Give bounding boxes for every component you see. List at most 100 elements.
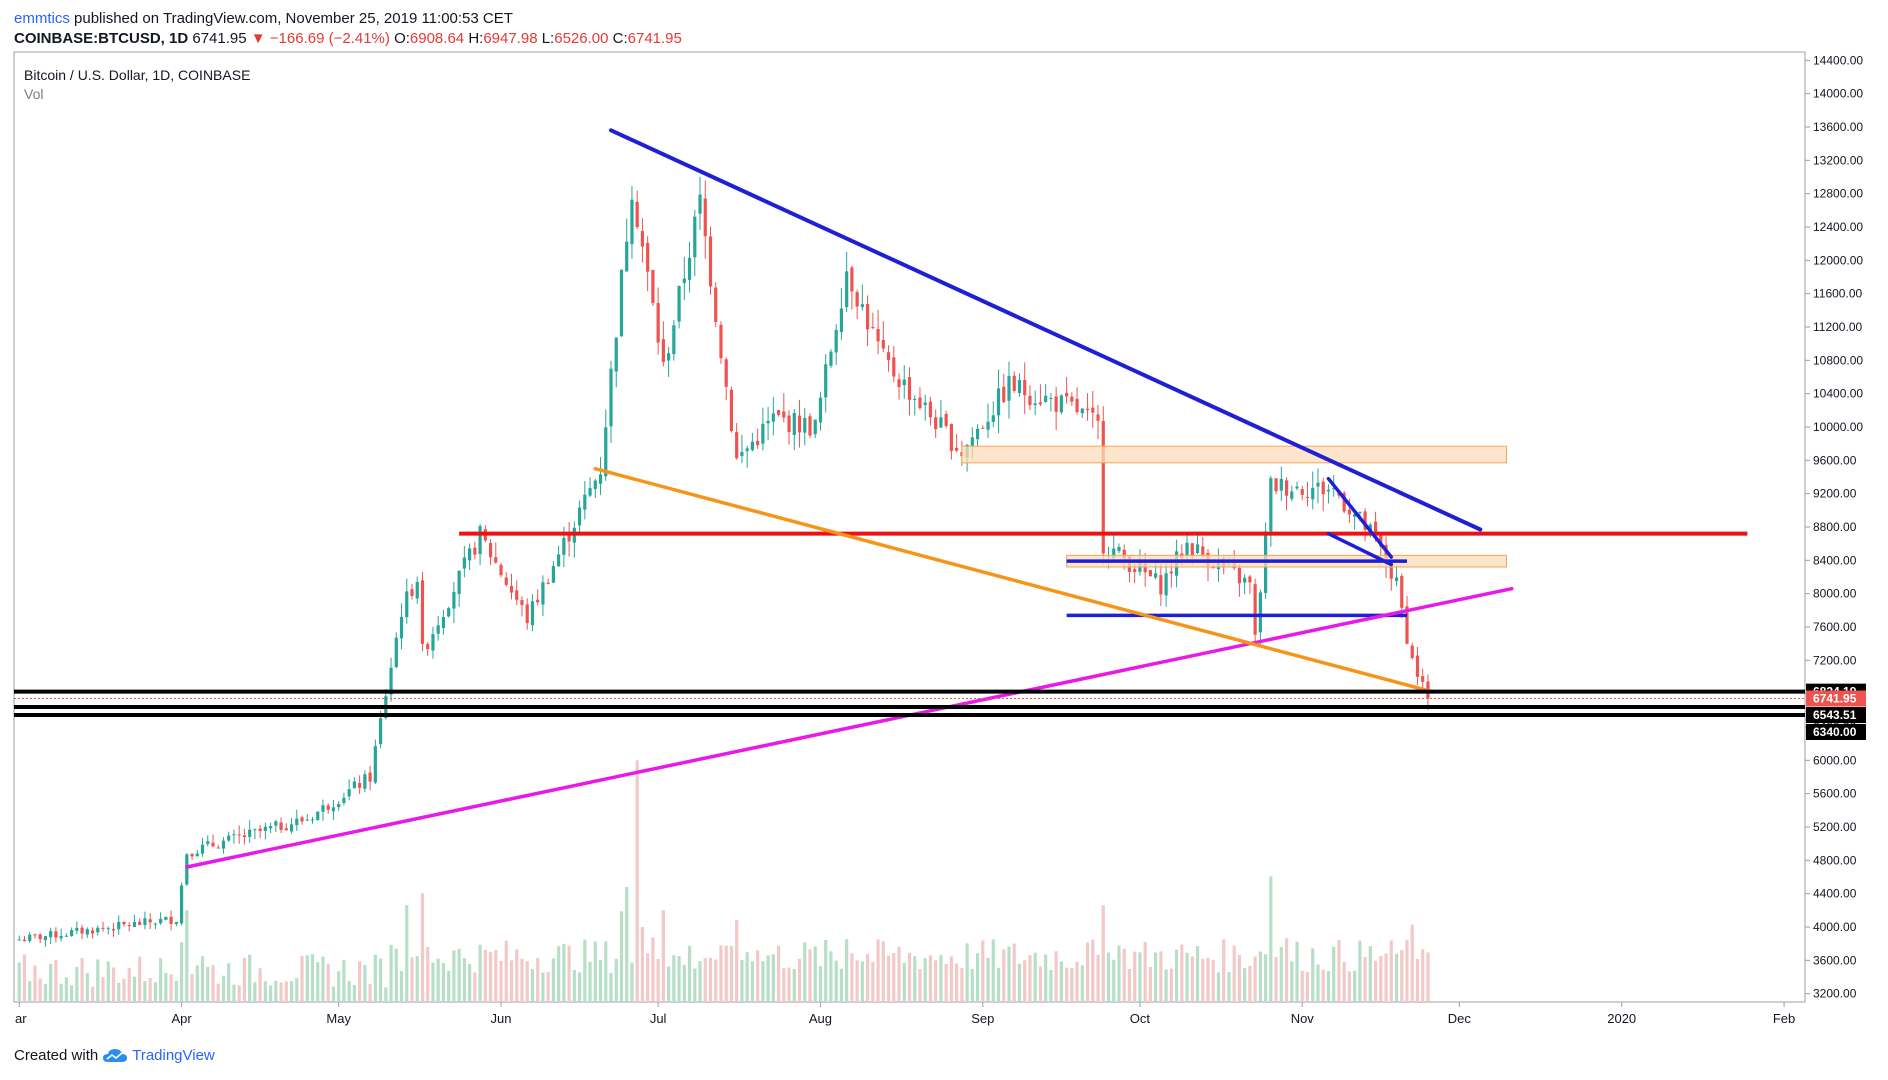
candle-body bbox=[415, 581, 419, 599]
volume-bar bbox=[284, 981, 288, 1002]
volume-bar bbox=[824, 939, 828, 1002]
y-tick-label: 8400.00 bbox=[1813, 553, 1857, 567]
volume-bar bbox=[640, 927, 645, 1002]
volume-bar bbox=[436, 958, 440, 1002]
volume-bar bbox=[923, 958, 927, 1002]
volume-bar bbox=[766, 955, 770, 1002]
candle-body bbox=[567, 535, 571, 542]
volume-bar bbox=[1106, 952, 1111, 1002]
candle-body bbox=[64, 935, 68, 937]
candle-body bbox=[756, 440, 760, 446]
candle-body bbox=[981, 427, 985, 429]
volume-bar bbox=[740, 959, 744, 1002]
candle-body bbox=[808, 416, 812, 436]
volume-bar bbox=[1023, 960, 1027, 1002]
volume-bar bbox=[1337, 940, 1341, 1002]
candle-body bbox=[918, 397, 922, 409]
volume-bar bbox=[630, 962, 634, 1002]
candle-body bbox=[719, 324, 723, 359]
volume-bar bbox=[981, 940, 985, 1002]
candle-body bbox=[740, 452, 744, 457]
trendlines bbox=[14, 128, 1805, 869]
candle-body bbox=[1410, 645, 1414, 658]
candle-body bbox=[106, 928, 110, 930]
volume-bar bbox=[1269, 876, 1273, 1002]
volume-bar bbox=[399, 970, 404, 1002]
volume-bar bbox=[1384, 953, 1388, 1002]
volume-bar bbox=[703, 958, 707, 1002]
candle-body bbox=[792, 413, 796, 436]
candle-body bbox=[614, 337, 618, 372]
y-tick-label: 8000.00 bbox=[1813, 587, 1857, 601]
volume-bar bbox=[604, 941, 608, 1002]
y-tick-label: 3200.00 bbox=[1813, 987, 1857, 1001]
volume-bar bbox=[488, 951, 493, 1002]
volume-bar bbox=[661, 910, 665, 1002]
volume-bar bbox=[478, 944, 482, 1002]
volume-bar bbox=[352, 984, 356, 1002]
volume-bar bbox=[719, 945, 723, 1002]
volume-bar bbox=[1059, 961, 1063, 1002]
volume-bar bbox=[368, 983, 372, 1002]
y-tick-label: 9600.00 bbox=[1813, 453, 1857, 467]
volume-bar bbox=[274, 980, 278, 1002]
volume-bar bbox=[310, 954, 315, 1002]
volume-bar bbox=[206, 966, 210, 1002]
volume-bar bbox=[384, 987, 388, 1002]
volume-bar bbox=[253, 982, 257, 1002]
volume-bar bbox=[122, 978, 126, 1002]
candle-body bbox=[504, 577, 508, 585]
candle-body bbox=[426, 644, 430, 650]
candle-body bbox=[80, 927, 84, 934]
candle-body bbox=[818, 397, 823, 423]
blue-descending-resistance-line bbox=[609, 128, 1483, 532]
candle-body bbox=[1023, 379, 1027, 396]
volume-bar bbox=[331, 986, 336, 1002]
author-link[interactable]: emmtics bbox=[14, 10, 70, 27]
tradingview-link[interactable]: TradingView bbox=[132, 1047, 215, 1064]
volume-bar bbox=[1070, 967, 1074, 1002]
volume-bar bbox=[127, 968, 131, 1002]
candle-body bbox=[551, 566, 555, 583]
candle-body bbox=[1300, 489, 1304, 495]
volume-bar bbox=[216, 983, 220, 1002]
publish-info: emmtics published on TradingView.com, No… bbox=[14, 10, 513, 27]
candle-body bbox=[1049, 398, 1053, 400]
candle-body bbox=[436, 625, 440, 634]
candle-body bbox=[1017, 380, 1022, 393]
volume-bars bbox=[17, 760, 1430, 1002]
volume-bar bbox=[195, 965, 199, 1002]
volume-bar bbox=[59, 983, 63, 1002]
volume-bar bbox=[1316, 964, 1320, 1002]
volume-bar bbox=[342, 959, 346, 1002]
volume-bar bbox=[316, 962, 320, 1002]
candle-body bbox=[1007, 375, 1011, 401]
candle-body bbox=[635, 201, 639, 228]
close-value: 6741.95 bbox=[627, 30, 682, 47]
candle-body bbox=[43, 936, 48, 941]
resistance-zone-upper bbox=[961, 445, 1507, 464]
candle-body bbox=[907, 377, 912, 400]
volume-bar bbox=[138, 956, 142, 1002]
chart-pane[interactable] bbox=[13, 51, 1806, 1003]
price-axis[interactable]: 3200.00 3600.00 4000.00 4400.00 4800.00 5200.… bbox=[1805, 53, 1863, 1001]
volume-bar bbox=[148, 978, 152, 1002]
published-text: published on TradingView.com, November 2… bbox=[74, 10, 513, 27]
down-arrow-icon: ▼ bbox=[250, 30, 266, 47]
volume-bar bbox=[562, 943, 566, 1002]
candle-body bbox=[399, 616, 404, 639]
candle-body bbox=[253, 829, 257, 831]
volume-bar bbox=[347, 980, 351, 1002]
candle-body bbox=[1342, 493, 1346, 512]
candle-body bbox=[1096, 414, 1100, 421]
candle-body bbox=[761, 423, 765, 444]
volume-bar bbox=[776, 945, 781, 1002]
volume-bar bbox=[1028, 955, 1032, 1002]
candle-body bbox=[75, 927, 79, 931]
volume-bar bbox=[907, 952, 912, 1002]
candle-body bbox=[871, 326, 875, 328]
time-axis[interactable]: ar Apr May Jun Jul Aug Sep Oct Nov Dec 2020 Feb bbox=[15, 1002, 1795, 1026]
volume-bar bbox=[1373, 960, 1378, 1002]
x-tick-label: Apr bbox=[171, 1011, 192, 1026]
